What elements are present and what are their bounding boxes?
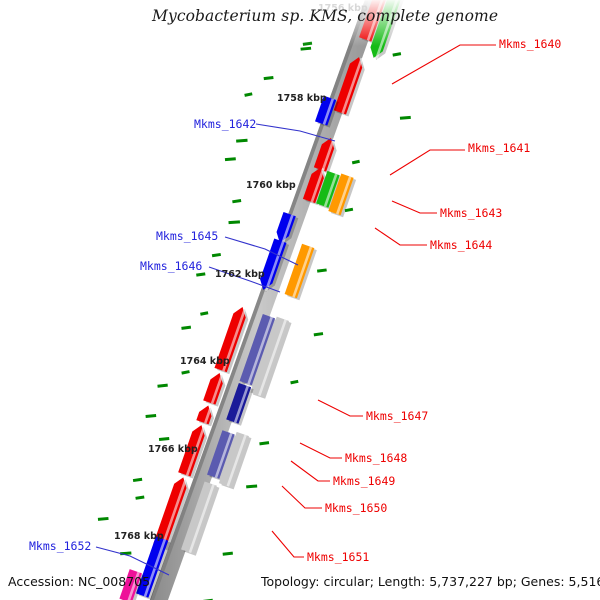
gene-feature[interactable] [180, 481, 220, 556]
gene-label-mkms_1641[interactable]: Mkms_1641 [468, 141, 530, 155]
gene-feature[interactable] [302, 167, 327, 206]
leader-line-mkms_1645 [224, 236, 299, 266]
small-feature-tick [145, 414, 157, 418]
gene-label-mkms_1645[interactable]: Mkms_1645 [156, 229, 218, 243]
gene-feature[interactable] [239, 314, 278, 388]
scale-tick-label: 1764 kbp [180, 356, 230, 367]
small-feature-tick [300, 46, 312, 51]
scale-tick-label: 1766 kbp [148, 444, 198, 455]
gene-label-mkms_1642[interactable]: Mkms_1642 [194, 117, 256, 131]
genome-summary-text: Topology: circular; Length: 5,737,227 bp… [260, 574, 600, 589]
small-feature-tick [246, 484, 258, 489]
gene-feature[interactable] [178, 425, 208, 479]
small-feature-tick [157, 383, 168, 388]
gene-label-mkms_1643[interactable]: Mkms_1643 [440, 206, 502, 220]
small-feature-tick [97, 516, 109, 521]
scale-ruler-labels: 1756 kbp 1758 kbp 1760 kbp 1762 kbp 1764 kbp… [114, 3, 368, 542]
leader-line-mkms_1640 [391, 44, 496, 85]
accession-text: Accession: NC_008705 [8, 574, 150, 589]
gene-feature[interactable] [119, 569, 145, 600]
small-feature-tick [313, 332, 324, 337]
gene-label-mkms_1646[interactable]: Mkms_1646 [140, 259, 202, 273]
leader-line-mkms_1652 [95, 546, 170, 576]
small-feature-tick [232, 198, 242, 204]
small-feature-tick [244, 92, 253, 97]
small-feature-tick [344, 207, 354, 213]
scale-tick-label: 1756 kbp [318, 3, 368, 14]
small-feature-tick [263, 75, 274, 81]
gene-feature[interactable] [284, 243, 317, 301]
leader-line-mkms_1648 [299, 442, 342, 459]
gene-feature[interactable] [153, 477, 189, 551]
gene-feature[interactable] [203, 372, 226, 407]
gene-feature[interactable] [260, 238, 290, 292]
small-feature-tick [211, 252, 221, 258]
leader-line-mkms_1643 [391, 200, 437, 214]
small-feature-tick [196, 272, 206, 277]
leader-line-mkms_1651 [271, 530, 304, 558]
gene-label-mkms_1644[interactable]: Mkms_1644 [430, 238, 492, 252]
leader-line-mkms_1650 [281, 485, 322, 509]
leader-line-mkms_1649 [290, 460, 330, 482]
gene-label-mkms_1651[interactable]: Mkms_1651 [307, 550, 369, 564]
gene-label-mkms_1649[interactable]: Mkms_1649 [333, 474, 395, 488]
small-feature-tick [181, 325, 192, 330]
leader-line-mkms_1644 [374, 227, 427, 246]
gene-name-labels[interactable]: Mkms_1640 Mkms_1641 Mkms_1643 Mkms_1644 Mkms… [29, 37, 561, 564]
leader-line-mkms_1646 [208, 266, 281, 293]
small-feature-tick [135, 495, 145, 500]
small-feature-tick [351, 159, 360, 165]
small-feature-tick [158, 436, 170, 442]
leader-line-mkms_1642 [255, 123, 336, 142]
gene-label-mkms_1640[interactable]: Mkms_1640 [499, 37, 561, 51]
scale-tick-label: 1768 kbp [114, 531, 164, 542]
label-leader-lines [95, 44, 496, 576]
gene-feature[interactable] [333, 57, 365, 117]
small-feature-tick [392, 52, 402, 57]
small-feature-tick [290, 379, 299, 385]
small-feature-tick [228, 220, 241, 225]
small-feature-tick [259, 441, 270, 446]
small-feature-tick [222, 551, 233, 556]
scale-tick-label: 1758 kbp [277, 93, 327, 104]
small-feature-tick [316, 268, 327, 273]
small-feature-tick [181, 370, 190, 375]
leader-line-mkms_1641 [389, 149, 465, 176]
gene-feature[interactable] [226, 382, 254, 426]
small-feature-tick [200, 311, 209, 316]
gene-feature[interactable] [196, 405, 214, 427]
gene-label-mkms_1647[interactable]: Mkms_1647 [366, 409, 428, 423]
gene-label-mkms_1648[interactable]: Mkms_1648 [345, 451, 407, 465]
gene-feature[interactable] [315, 95, 339, 128]
gene-feature[interactable] [250, 316, 292, 399]
scale-tick-label: 1762 kbp [215, 269, 265, 280]
gene-feature[interactable] [316, 170, 343, 210]
top-fade-overlay [0, 0, 600, 46]
small-feature-tick [399, 115, 411, 120]
gene-label-mkms_1650[interactable]: Mkms_1650 [325, 501, 387, 515]
page-title: Mycobacterium sp. KMS, complete genome [151, 7, 498, 25]
gene-feature[interactable] [207, 430, 238, 481]
small-feature-tick [224, 157, 236, 162]
gene-feature[interactable] [313, 137, 337, 174]
gene-feature[interactable] [214, 306, 249, 375]
leader-line-mkms_1647 [317, 399, 363, 417]
small-feature-tick [132, 477, 143, 483]
gene-label-mkms_1652[interactable]: Mkms_1652 [29, 539, 91, 553]
gene-feature[interactable] [218, 431, 252, 490]
gene-feature[interactable] [276, 211, 299, 245]
gene-feature[interactable] [328, 173, 357, 218]
small-feature-tick [236, 138, 248, 143]
scale-tick-label: 1760 kbp [246, 180, 296, 191]
